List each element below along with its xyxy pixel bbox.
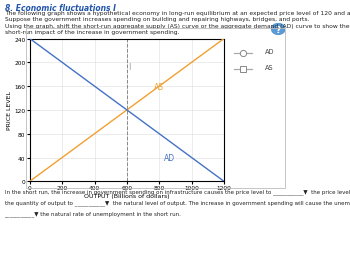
Y-axis label: PRICE LEVEL: PRICE LEVEL <box>7 91 12 130</box>
Text: the quantity of output to ___________▼  the natural level of output. The increas: the quantity of output to ___________▼ t… <box>5 199 350 205</box>
Text: AS: AS <box>154 82 164 91</box>
X-axis label: OUTPUT (Billions of dollars): OUTPUT (Billions of dollars) <box>84 194 170 198</box>
Text: In the short run, the increase in government spending on infrastructure causes t: In the short run, the increase in govern… <box>5 188 350 194</box>
Text: 8. Economic fluctuations I: 8. Economic fluctuations I <box>5 4 116 13</box>
Text: AS: AS <box>265 65 274 71</box>
Text: ___________▼ the natural rate of unemployment in the short run.: ___________▼ the natural rate of unemplo… <box>5 211 181 216</box>
Text: AD: AD <box>164 153 175 162</box>
Text: ?: ? <box>276 26 281 35</box>
Text: AD: AD <box>265 49 274 55</box>
Text: The following graph shows a hypothetical economy in long-run equilibrium at an e: The following graph shows a hypothetical… <box>5 11 350 16</box>
Text: Suppose the government increases spending on building and repairing highways, br: Suppose the government increases spendin… <box>5 17 309 22</box>
Text: Using the graph, shift the short-run aggregate supply (AS) curve or the aggregat: Using the graph, shift the short-run agg… <box>5 24 349 35</box>
Text: |: | <box>128 62 131 70</box>
Circle shape <box>272 24 285 35</box>
